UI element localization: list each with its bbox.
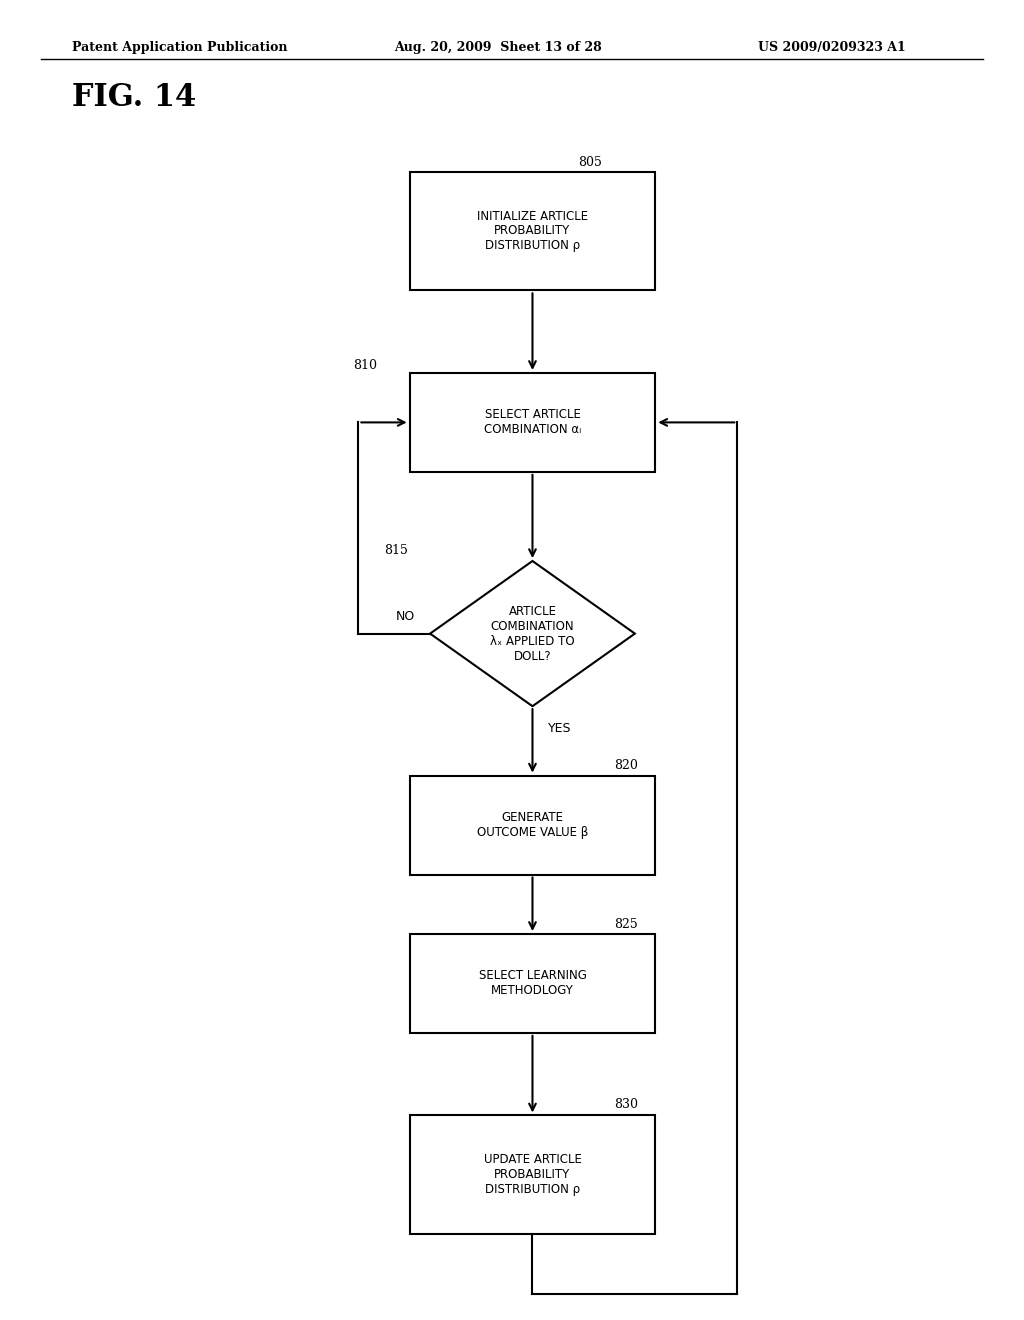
Bar (410, 775, 655, 874)
Text: ARTICLE
COMBINATION
λₓ APPLIED TO
DOLL?: ARTICLE COMBINATION λₓ APPLIED TO DOLL? (490, 605, 574, 663)
Text: 830: 830 (614, 1098, 638, 1111)
Text: 805: 805 (579, 156, 602, 169)
Text: YES: YES (548, 722, 571, 735)
Text: US 2009/0209323 A1: US 2009/0209323 A1 (758, 41, 905, 54)
Bar (410, 372, 655, 471)
Bar (410, 935, 655, 1032)
Bar (410, 172, 655, 290)
Text: Patent Application Publication: Patent Application Publication (72, 41, 287, 54)
Bar (410, 1115, 655, 1234)
Polygon shape (430, 561, 635, 706)
Text: 810: 810 (353, 359, 377, 372)
Text: GENERATE
OUTCOME VALUE β: GENERATE OUTCOME VALUE β (477, 810, 588, 840)
Text: UPDATE ARTICLE
PROBABILITY
DISTRIBUTION ρ: UPDATE ARTICLE PROBABILITY DISTRIBUTION … (483, 1154, 582, 1196)
Text: FIG. 14: FIG. 14 (72, 82, 196, 112)
Text: SELECT ARTICLE
COMBINATION αᵢ: SELECT ARTICLE COMBINATION αᵢ (484, 408, 581, 437)
Text: INITIALIZE ARTICLE
PROBABILITY
DISTRIBUTION ρ: INITIALIZE ARTICLE PROBABILITY DISTRIBUT… (477, 210, 588, 252)
Text: SELECT LEARNING
METHODLOGY: SELECT LEARNING METHODLOGY (478, 969, 587, 998)
Text: NO: NO (395, 610, 415, 623)
Text: 815: 815 (384, 544, 408, 557)
Text: Aug. 20, 2009  Sheet 13 of 28: Aug. 20, 2009 Sheet 13 of 28 (394, 41, 602, 54)
Text: 820: 820 (614, 759, 638, 772)
Text: 825: 825 (614, 917, 638, 931)
